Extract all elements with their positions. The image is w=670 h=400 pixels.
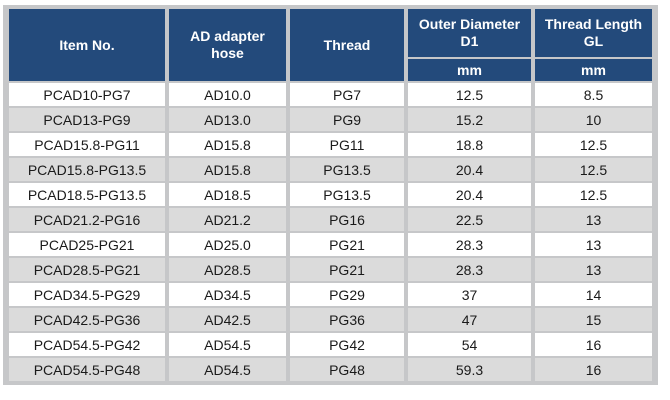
cell-thread: PG29 — [290, 283, 404, 306]
cell-outer-diameter-mm: 47 — [408, 308, 531, 331]
cell-outer-diameter-mm: 22.5 — [408, 208, 531, 231]
cell-thread-length-mm: 12.5 — [535, 158, 652, 181]
cell-ad-adapter-hose: AD34.5 — [169, 283, 286, 306]
cell-outer-diameter-mm: 15.2 — [408, 108, 531, 131]
cell-ad-adapter-hose: AD15.8 — [169, 158, 286, 181]
cell-item-no: PCAD21.2-PG16 — [9, 208, 165, 231]
cell-thread: PG48 — [290, 358, 404, 381]
cell-thread-length-mm: 16 — [535, 333, 652, 356]
cell-thread-length-mm: 12.5 — [535, 133, 652, 156]
header-row: Item No. AD adapter hose Thread Outer Di… — [9, 9, 652, 81]
col-header-thread-length-label-line2: GL — [583, 33, 604, 49]
cell-thread-length-mm: 13 — [535, 208, 652, 231]
cell-item-no: PCAD54.5-PG42 — [9, 333, 165, 356]
cell-ad-adapter-hose: AD28.5 — [169, 258, 286, 281]
col-header-ad-adapter-hose-label-line2: hose — [211, 45, 244, 61]
cell-ad-adapter-hose: AD42.5 — [169, 308, 286, 331]
col-header-ad-adapter-hose: AD adapter hose — [169, 9, 286, 81]
cell-outer-diameter-mm: 28.3 — [408, 233, 531, 256]
col-header-thread-label: Thread — [323, 36, 371, 53]
table-row: PCAD21.2-PG16 AD21.2 PG16 22.5 13 — [9, 208, 652, 231]
cell-thread-length-mm: 16 — [535, 358, 652, 381]
col-header-thread: Thread — [290, 9, 404, 81]
cell-thread: PG9 — [290, 108, 404, 131]
cell-item-no: PCAD42.5-PG36 — [9, 308, 165, 331]
col-header-ad-adapter-hose-label-line1: AD adapter — [190, 28, 265, 44]
cell-item-no: PCAD15.8-PG13.5 — [9, 158, 165, 181]
col-header-item-no-label: Item No. — [59, 36, 115, 53]
cell-ad-adapter-hose: AD21.2 — [169, 208, 286, 231]
cell-item-no: PCAD34.5-PG29 — [9, 283, 165, 306]
cell-thread: PG13.5 — [290, 158, 404, 181]
table-row: PCAD28.5-PG21 AD28.5 PG21 28.3 13 — [9, 258, 652, 281]
cell-item-no: PCAD10-PG7 — [9, 83, 165, 106]
cell-thread-length-mm: 12.5 — [535, 183, 652, 206]
cell-item-no: PCAD18.5-PG13.5 — [9, 183, 165, 206]
table-row: PCAD13-PG9 AD13.0 PG9 15.2 10 — [9, 108, 652, 131]
spec-table: Item No. AD adapter hose Thread Outer Di… — [3, 5, 658, 385]
table-row: PCAD10-PG7 AD10.0 PG7 12.5 8.5 — [9, 83, 652, 106]
cell-thread: PG13.5 — [290, 183, 404, 206]
cell-ad-adapter-hose: AD54.5 — [169, 333, 286, 356]
cell-item-no: PCAD28.5-PG21 — [9, 258, 165, 281]
col-header-outer-diameter: Outer Diameter D1 — [408, 9, 531, 57]
cell-outer-diameter-mm: 12.5 — [408, 83, 531, 106]
unit-header-thread-length: mm — [535, 59, 652, 81]
cell-item-no: PCAD54.5-PG48 — [9, 358, 165, 381]
cell-thread-length-mm: 13 — [535, 258, 652, 281]
cell-ad-adapter-hose: AD18.5 — [169, 183, 286, 206]
table-row: PCAD42.5-PG36 AD42.5 PG36 47 15 — [9, 308, 652, 331]
cell-outer-diameter-mm: 59.3 — [408, 358, 531, 381]
cell-thread: PG7 — [290, 83, 404, 106]
cell-thread: PG11 — [290, 133, 404, 156]
cell-thread: PG16 — [290, 208, 404, 231]
table-row: PCAD34.5-PG29 AD34.5 PG29 37 14 — [9, 283, 652, 306]
cell-outer-diameter-mm: 20.4 — [408, 158, 531, 181]
cell-outer-diameter-mm: 28.3 — [408, 258, 531, 281]
cell-item-no: PCAD25-PG21 — [9, 233, 165, 256]
table-row: PCAD18.5-PG13.5 AD18.5 PG13.5 20.4 12.5 — [9, 183, 652, 206]
cell-ad-adapter-hose: AD10.0 — [169, 83, 286, 106]
table-row: PCAD54.5-PG48 AD54.5 PG48 59.3 16 — [9, 358, 652, 381]
cell-thread-length-mm: 13 — [535, 233, 652, 256]
cell-thread: PG21 — [290, 258, 404, 281]
table-row: PCAD25-PG21 AD25.0 PG21 28.3 13 — [9, 233, 652, 256]
table-row: PCAD54.5-PG42 AD54.5 PG42 54 16 — [9, 333, 652, 356]
cell-ad-adapter-hose: AD13.0 — [169, 108, 286, 131]
cell-outer-diameter-mm: 37 — [408, 283, 531, 306]
cell-thread: PG42 — [290, 333, 404, 356]
cell-ad-adapter-hose: AD25.0 — [169, 233, 286, 256]
unit-header-outer-diameter: mm — [408, 59, 531, 81]
table-body: PCAD10-PG7 AD10.0 PG7 12.5 8.5 PCAD13-PG… — [9, 83, 652, 381]
cell-thread-length-mm: 14 — [535, 283, 652, 306]
cell-thread-length-mm: 10 — [535, 108, 652, 131]
cell-thread-length-mm: 8.5 — [535, 83, 652, 106]
cell-thread: PG36 — [290, 308, 404, 331]
cell-thread-length-mm: 15 — [535, 308, 652, 331]
cell-item-no: PCAD15.8-PG11 — [9, 133, 165, 156]
col-header-thread-length: Thread Length GL — [535, 9, 652, 57]
cell-ad-adapter-hose: AD54.5 — [169, 358, 286, 381]
col-header-outer-diameter-label-line1: Outer Diameter — [418, 16, 521, 32]
col-header-thread-length-label-line1: Thread Length — [544, 16, 643, 32]
cell-outer-diameter-mm: 18.8 — [408, 133, 531, 156]
cell-outer-diameter-mm: 54 — [408, 333, 531, 356]
col-header-item-no: Item No. — [9, 9, 165, 81]
table-row: PCAD15.8-PG13.5 AD15.8 PG13.5 20.4 12.5 — [9, 158, 652, 181]
table-header: Item No. AD adapter hose Thread Outer Di… — [9, 9, 652, 81]
cell-outer-diameter-mm: 20.4 — [408, 183, 531, 206]
cell-thread: PG21 — [290, 233, 404, 256]
unit-header-row: mm mm — [9, 59, 652, 81]
cell-item-no: PCAD13-PG9 — [9, 108, 165, 131]
spec-sheet-page: Item No. AD adapter hose Thread Outer Di… — [3, 5, 658, 385]
col-header-outer-diameter-label-line2: D1 — [460, 33, 479, 49]
table-row: PCAD15.8-PG11 AD15.8 PG11 18.8 12.5 — [9, 133, 652, 156]
cell-ad-adapter-hose: AD15.8 — [169, 133, 286, 156]
